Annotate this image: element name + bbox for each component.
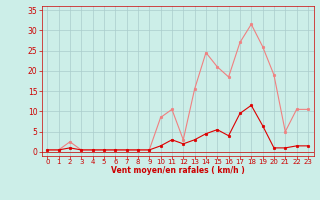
X-axis label: Vent moyen/en rafales ( km/h ): Vent moyen/en rafales ( km/h ) <box>111 166 244 175</box>
